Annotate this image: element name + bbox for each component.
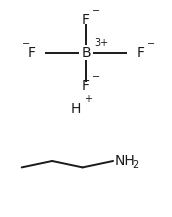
- Text: NH: NH: [115, 154, 136, 168]
- Text: −: −: [147, 39, 155, 49]
- Text: H: H: [71, 102, 81, 115]
- Text: 2: 2: [133, 160, 139, 170]
- Text: 3+: 3+: [94, 38, 108, 48]
- Text: B: B: [81, 46, 91, 60]
- Text: −: −: [22, 39, 30, 49]
- Text: +: +: [84, 94, 92, 104]
- Text: −: −: [92, 72, 101, 82]
- Text: F: F: [82, 13, 90, 27]
- Text: F: F: [28, 46, 36, 60]
- Text: F: F: [136, 46, 144, 60]
- Text: −: −: [92, 6, 101, 16]
- Text: F: F: [82, 79, 90, 93]
